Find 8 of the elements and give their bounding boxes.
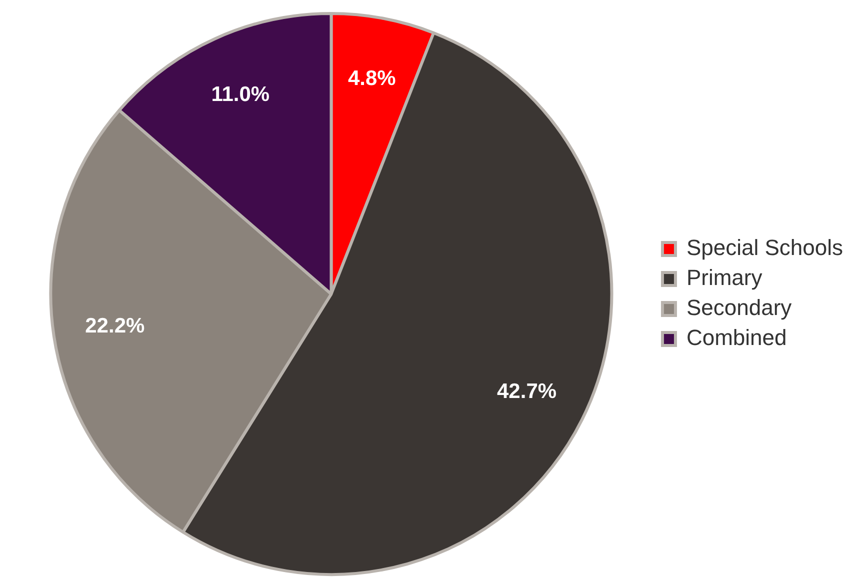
data-label: 11.0% [211,82,270,106]
data-label: 22.2% [85,314,145,338]
data-label: 42.7% [497,380,557,403]
legend-label: Special Schools [686,235,844,260]
legend-label: Combined [686,325,787,350]
legend-label: Secondary [686,295,792,320]
legend-label: Primary [686,265,762,290]
data-label: 4.8% [348,66,396,90]
